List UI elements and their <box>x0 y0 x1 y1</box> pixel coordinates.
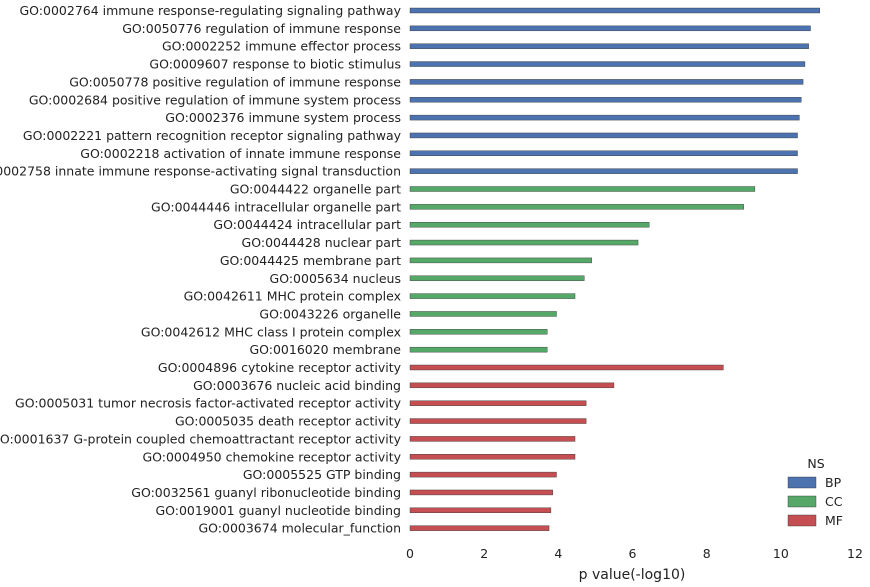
category-label: GO:0016020 membrane <box>249 342 401 357</box>
category-label: GO:0005634 nucleus <box>270 271 401 286</box>
category-label: GO:0042611 MHC protein complex <box>184 289 401 304</box>
bar-cc <box>409 186 756 192</box>
category-label: GO:0050778 positive regulation of immune… <box>69 74 401 89</box>
x-tick-label: 2 <box>480 546 488 561</box>
bar-mf <box>409 400 587 406</box>
bar-bp <box>409 114 800 121</box>
bar-bp <box>409 132 798 139</box>
legend: NS BP CC MF <box>787 456 843 528</box>
legend-label-bp: BP <box>825 475 842 490</box>
bar-bp <box>409 7 820 14</box>
bar-bp <box>409 25 811 32</box>
category-label: GO:0044424 intracellular part <box>213 217 401 232</box>
category-label: GO:0003674 molecular_function <box>198 521 401 536</box>
bar-mf <box>409 436 576 442</box>
legend-swatch-cc <box>787 495 817 508</box>
x-tick-label: 0 <box>406 546 414 561</box>
bar-cc <box>409 293 576 299</box>
category-label: GO:0004950 chemokine receptor activity <box>142 449 401 464</box>
x-axis-label: p value(-log10) <box>579 567 686 583</box>
bar-cc <box>409 275 585 281</box>
category-label: GO:0001637 G-protein coupled chemoattrac… <box>0 431 402 446</box>
category-label: GO:0044425 membrane part <box>220 253 401 268</box>
bar-mf <box>409 489 553 496</box>
category-label: GO:0043226 organelle <box>259 306 401 321</box>
x-tick-label: 10 <box>773 546 789 561</box>
bars <box>409 7 820 531</box>
category-label: GO:0009607 response to biotic stimulus <box>149 57 401 72</box>
bar-bp <box>409 97 802 103</box>
bar-mf <box>409 471 557 478</box>
category-label: GO:0002376 immune system process <box>165 110 401 125</box>
bar-cc <box>409 329 548 335</box>
bar-mf <box>409 525 550 531</box>
category-label: GO:0002252 immune effector process <box>162 39 401 54</box>
bar-mf <box>409 507 552 513</box>
category-label: GO:0032561 guanyl ribonucleotide binding <box>131 485 401 500</box>
bar-cc <box>409 257 592 264</box>
category-label: GO:0044428 nuclear part <box>242 235 402 250</box>
x-tick-label: 6 <box>629 546 637 561</box>
bar-bp <box>409 79 804 85</box>
bar-bp <box>409 150 798 157</box>
bar-cc <box>409 346 548 353</box>
category-label: GO:0005035 death receptor activity <box>175 414 402 429</box>
bar-bp <box>409 43 809 49</box>
category-label: GO:0005525 GTP binding <box>243 467 401 482</box>
category-label: GO:0005031 tumor necrosis factor-activat… <box>15 396 402 411</box>
bar-bp <box>409 168 798 174</box>
legend-swatch-mf <box>787 514 817 527</box>
bar-mf <box>409 364 724 371</box>
bar-bp <box>409 61 806 67</box>
x-axis-ticks: 0 2 4 6 8 10 12 <box>406 546 863 561</box>
legend-label-cc: CC <box>825 494 843 509</box>
category-label: GO:0002764 immune response-regulating si… <box>19 3 401 18</box>
category-label: GO:0044446 intracellular organelle part <box>151 199 401 214</box>
category-label: GO:0050776 regulation of immune response <box>122 21 401 36</box>
x-tick-label: 8 <box>703 546 711 561</box>
category-label: GO:0019001 guanyl nucleotide binding <box>155 503 401 518</box>
bar-cc <box>409 221 650 228</box>
bar-mf <box>409 454 576 460</box>
bar-cc <box>409 239 639 246</box>
bar-cc <box>409 204 744 210</box>
bar-cc <box>409 311 557 317</box>
category-label: GO:0002758 innate immune response-activa… <box>0 164 401 179</box>
legend-swatch-bp <box>787 476 817 489</box>
bar-mf <box>409 382 615 389</box>
category-label: GO:0004896 cytokine receptor activity <box>158 360 402 375</box>
category-label: GO:0044422 organelle part <box>230 182 401 197</box>
category-labels: GO:0002764 immune response-regulating si… <box>0 3 402 536</box>
category-label: GO:0002684 positive regulation of immune… <box>29 92 401 107</box>
category-label: GO:0042612 MHC class I protein complex <box>141 324 401 339</box>
legend-title: NS <box>807 456 824 471</box>
legend-label-mf: MF <box>825 513 843 528</box>
x-tick-label: 4 <box>554 546 562 561</box>
category-label: GO:0003676 nucleic acid binding <box>193 378 401 393</box>
category-label: GO:0002221 pattern recognition receptor … <box>23 128 402 143</box>
bar-mf <box>409 418 587 424</box>
x-tick-label: 12 <box>847 546 863 561</box>
category-label: GO:0002218 activation of innate immune r… <box>80 146 401 161</box>
